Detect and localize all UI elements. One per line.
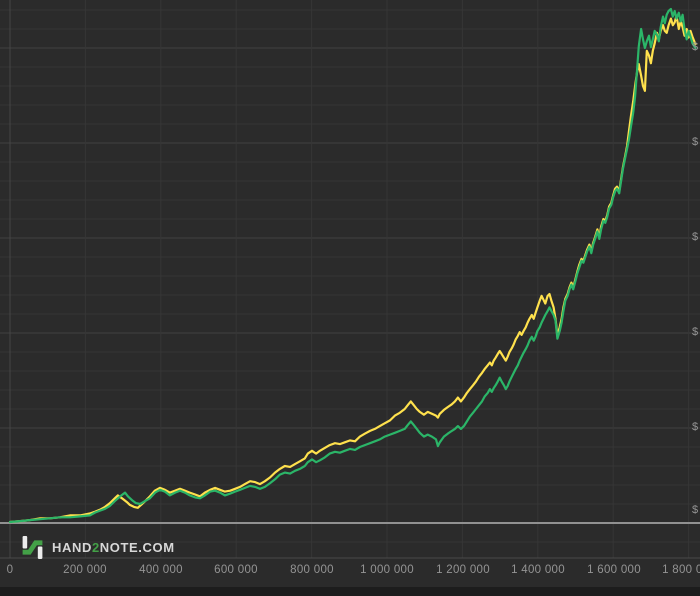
x-tick-label: 1 000 000 bbox=[360, 564, 414, 576]
x-tick-label: 1 200 000 bbox=[436, 564, 490, 576]
x-tick-label: 0 bbox=[6, 564, 14, 576]
logo-text-hand: HAND bbox=[52, 539, 92, 555]
series-winnings-yellow bbox=[8, 14, 697, 524]
y-tick-label-dollar: $ bbox=[692, 41, 699, 53]
logo-text-2: 2 bbox=[91, 539, 100, 555]
x-tick-label: 400 000 bbox=[139, 564, 183, 576]
x-tick-label: 200 000 bbox=[63, 564, 107, 576]
y-tick-label-dollar: $ bbox=[692, 231, 699, 243]
hand2note-h-icon bbox=[22, 535, 43, 559]
x-tick-label: 1 600 000 bbox=[587, 564, 641, 576]
x-tick-label: 800 000 bbox=[290, 564, 334, 576]
x-tick-label: 1 800 000 bbox=[662, 564, 700, 576]
x-tick-label: 1 400 000 bbox=[511, 564, 565, 576]
logo-text-note-com: NOTE.COM bbox=[99, 539, 175, 555]
hand2note-logo-text: HAND 2 NOTE.COM bbox=[52, 540, 175, 555]
bottom-strip bbox=[0, 587, 700, 596]
y-tick-label-dollar: $ bbox=[692, 504, 699, 516]
y-tick-label-dollar: $ bbox=[692, 136, 699, 148]
x-tick-label: 600 000 bbox=[214, 564, 258, 576]
hand2note-logo: HAND 2 NOTE.COM bbox=[20, 534, 175, 560]
y-tick-label-dollar: $ bbox=[692, 326, 699, 338]
series-winnings-green bbox=[8, 7, 697, 524]
y-tick-label-dollar: $ bbox=[692, 421, 699, 433]
